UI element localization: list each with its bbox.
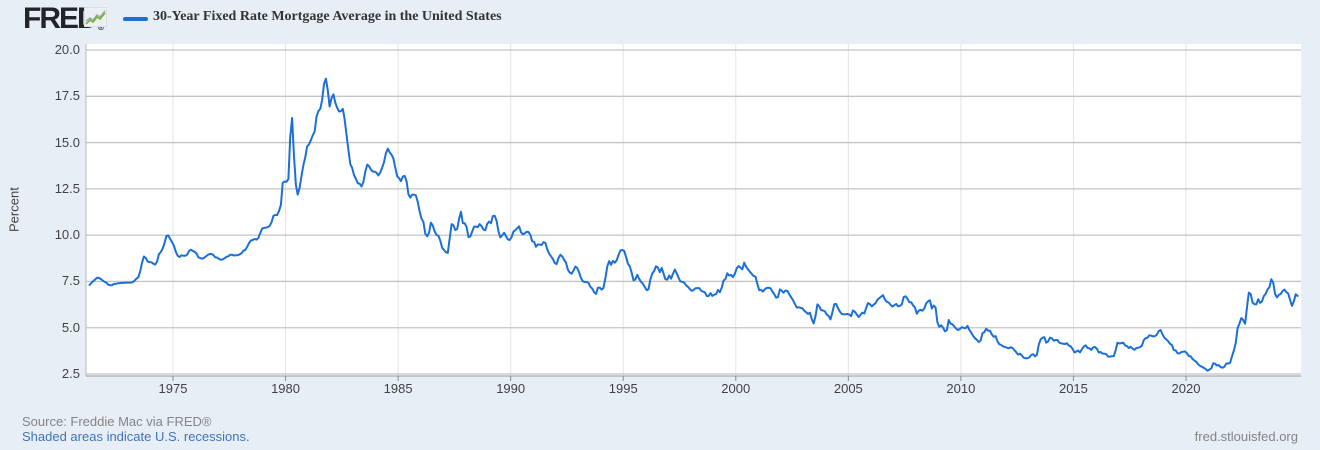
x-tick-label: 1975 xyxy=(158,381,188,396)
y-tick-label: 2.5 xyxy=(61,366,80,382)
x-tick-label: 1995 xyxy=(608,381,638,396)
x-tick-label: 1985 xyxy=(383,381,413,396)
series-title[interactable]: 30-Year Fixed Rate Mortgage Average in t… xyxy=(153,9,502,24)
site-url-text: fred.stlouisfed.org xyxy=(1194,429,1298,444)
x-tick-label: 2020 xyxy=(1171,381,1201,396)
y-tick-label: 12.5 xyxy=(54,180,80,196)
x-tick-label: 1980 xyxy=(271,381,300,396)
y-tick-label: 7.5 xyxy=(61,273,80,289)
x-tick-label: 2015 xyxy=(1058,381,1088,396)
sparkline-chart-icon xyxy=(84,7,107,27)
x-tick-label: 2000 xyxy=(721,381,751,396)
y-tick-label: 5.0 xyxy=(61,319,80,335)
x-tick-label: 2010 xyxy=(946,381,976,396)
y-axis-label: Percent xyxy=(6,187,22,233)
x-tick-label: 1990 xyxy=(496,381,526,396)
y-tick-label: 10.0 xyxy=(54,227,80,243)
y-tick-label: 20.0 xyxy=(54,42,80,57)
recession-note-text: Shaded areas indicate U.S. recessions. xyxy=(22,429,250,444)
source-text: Source: Freddie Mac via FRED® xyxy=(22,414,212,429)
registered-mark: ® xyxy=(97,22,105,32)
y-tick-label: 15.0 xyxy=(54,134,80,150)
x-tick-label: 2005 xyxy=(833,381,863,396)
y-tick-label: 17.5 xyxy=(54,88,80,104)
plot-area[interactable] xyxy=(86,44,1301,376)
mortgage-rate-line xyxy=(88,77,1299,372)
legend-line-swatch xyxy=(123,17,148,21)
